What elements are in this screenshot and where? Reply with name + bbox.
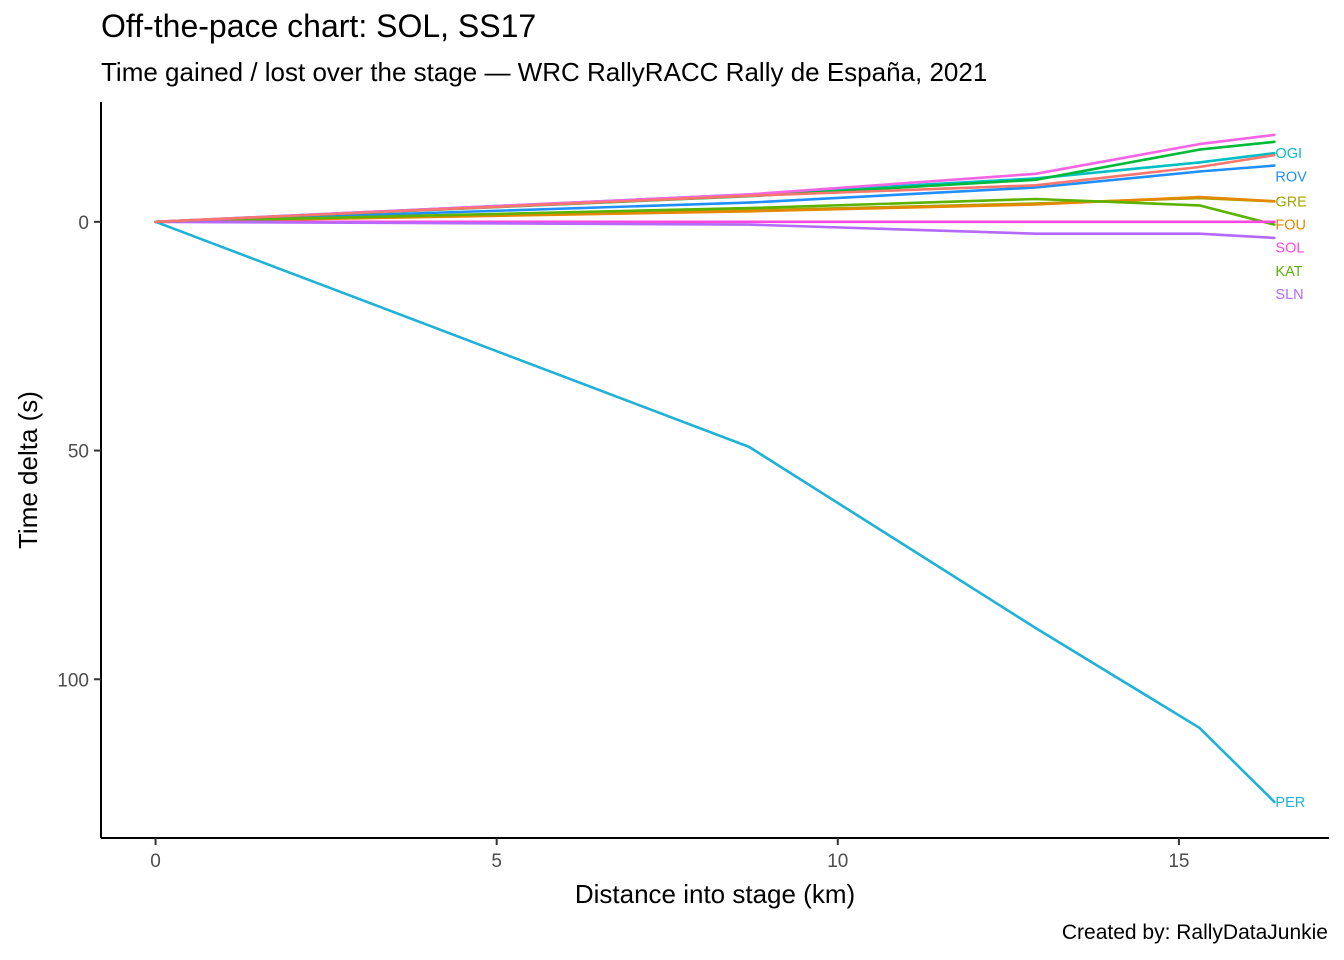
x-tick-label: 10 xyxy=(827,851,848,872)
series-end-label-kat: KAT xyxy=(1275,264,1302,280)
chart-caption: Created by: RallyDataJunkie xyxy=(1061,921,1328,944)
x-tick-label: 0 xyxy=(150,851,161,872)
series-end-label-sol: SOL xyxy=(1275,241,1304,257)
y-tick-label: 50 xyxy=(68,442,89,463)
series-end-label-ogi: OGI xyxy=(1275,146,1302,162)
x-axis-title: Distance into stage (km) xyxy=(575,879,855,909)
series-line-sln xyxy=(154,220,1276,240)
x-axis-ticks: 0 5 10 15 xyxy=(150,838,1189,872)
y-tick-label: 100 xyxy=(57,670,89,691)
series-line-unlabelled xyxy=(154,153,1276,224)
y-axis-title: Time delta (s) xyxy=(13,391,43,549)
series-line-rov xyxy=(154,164,1276,224)
series-lines xyxy=(154,133,1276,804)
series-line-fou xyxy=(154,195,1276,224)
chart-subtitle: Time gained / lost over the stage — WRC … xyxy=(101,57,988,87)
y-tick-label: 0 xyxy=(78,213,89,234)
x-tick-label: 5 xyxy=(491,851,502,872)
series-line-kat xyxy=(154,197,1276,226)
x-tick-label: 15 xyxy=(1168,851,1189,872)
series-line-per xyxy=(154,220,1276,804)
series-end-labels: OGI ROV GRE FOU SOL KAT SLN PER xyxy=(1275,146,1307,811)
series-end-label-fou: FOU xyxy=(1275,217,1306,233)
chart-title: Off-the-pace chart: SOL, SS17 xyxy=(101,8,537,44)
series-end-label-rov: ROV xyxy=(1275,169,1307,185)
y-axis-ticks: 0 50 100 xyxy=(57,213,101,691)
series-end-label-sln: SLN xyxy=(1275,287,1303,303)
series-end-label-per: PER xyxy=(1275,795,1305,811)
series-end-label-gre: GRE xyxy=(1275,194,1307,210)
